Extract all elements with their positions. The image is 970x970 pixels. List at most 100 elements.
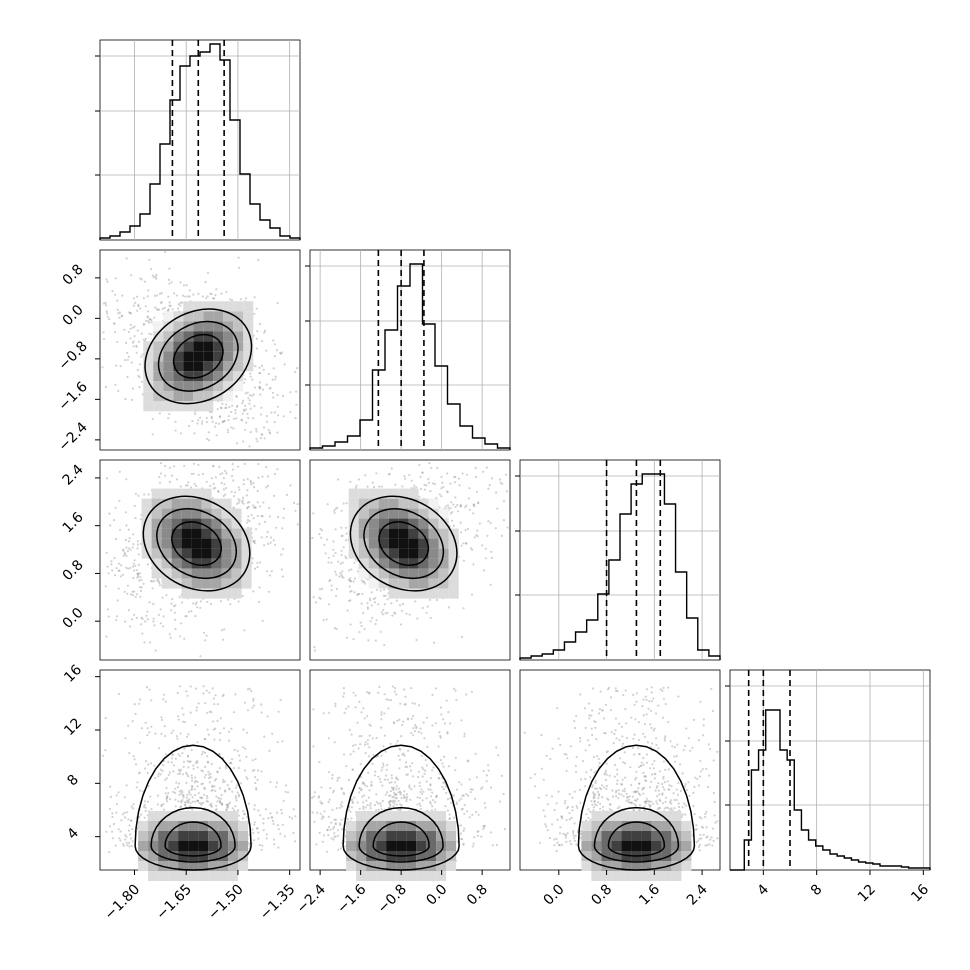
scatter-point bbox=[337, 848, 340, 851]
scatter-point bbox=[253, 386, 257, 389]
scatter-point bbox=[471, 548, 474, 551]
scatter-point bbox=[383, 588, 386, 591]
scatter-point bbox=[161, 307, 164, 310]
scatter-point bbox=[139, 307, 142, 310]
scatter-point bbox=[392, 788, 395, 792]
scatter-point bbox=[115, 615, 119, 618]
density-cell bbox=[376, 831, 387, 841]
density-cell bbox=[141, 508, 152, 519]
scatter-point bbox=[478, 522, 481, 525]
scatter-point bbox=[334, 507, 337, 510]
scatter-point bbox=[148, 731, 151, 734]
scatter-point bbox=[245, 494, 248, 497]
scatter-point bbox=[263, 544, 266, 547]
density-cell bbox=[416, 861, 427, 871]
scatter-point bbox=[243, 812, 246, 815]
scatter-point bbox=[192, 764, 195, 767]
density-cell bbox=[213, 341, 224, 352]
scatter-point bbox=[229, 298, 232, 301]
scatter-point bbox=[502, 519, 505, 522]
scatter-point bbox=[214, 425, 217, 428]
scatter-point bbox=[277, 828, 280, 831]
scatter-point bbox=[104, 749, 107, 752]
scatter-point bbox=[162, 698, 165, 701]
scatter-point bbox=[371, 737, 374, 740]
scatter-point bbox=[360, 788, 363, 791]
scatter-point bbox=[708, 774, 711, 777]
scatter-point bbox=[198, 801, 201, 805]
density-cell bbox=[188, 821, 199, 831]
density-cell bbox=[346, 861, 357, 871]
density-cell bbox=[243, 361, 254, 372]
scatter-point bbox=[648, 800, 651, 803]
scatter-point bbox=[429, 784, 432, 787]
scatter-point bbox=[232, 427, 235, 430]
scatter-point bbox=[156, 294, 159, 297]
scatter-point bbox=[462, 843, 465, 847]
scatter-point bbox=[188, 791, 191, 795]
scatter-point bbox=[204, 702, 207, 705]
scatter-point bbox=[400, 735, 403, 738]
scatter-point bbox=[260, 433, 263, 436]
scatter-point bbox=[239, 298, 242, 301]
scatter-point bbox=[146, 618, 149, 621]
scatter-point bbox=[238, 759, 242, 762]
density-cell bbox=[358, 548, 369, 559]
scatter-point bbox=[327, 771, 330, 774]
scatter-point bbox=[211, 420, 214, 423]
scatter-point bbox=[260, 711, 263, 714]
scatter-point bbox=[192, 462, 195, 465]
scatter-point bbox=[267, 817, 270, 820]
scatter-point bbox=[250, 483, 253, 486]
scatter-point bbox=[258, 372, 261, 375]
scatter-point bbox=[315, 843, 318, 846]
density-cell bbox=[191, 538, 202, 549]
density-cell bbox=[138, 841, 149, 851]
scatter-point bbox=[127, 818, 130, 821]
scatter-point bbox=[160, 292, 163, 295]
scatter-point bbox=[222, 477, 225, 480]
scatter-point bbox=[206, 755, 209, 758]
scatter-point bbox=[332, 548, 335, 551]
scatter-point bbox=[440, 487, 443, 490]
scatter-point bbox=[233, 809, 236, 812]
scatter-point bbox=[156, 803, 159, 806]
scatter-point bbox=[486, 534, 489, 538]
scatter-point bbox=[180, 622, 183, 625]
scatter-point bbox=[334, 818, 337, 821]
scatter-point bbox=[400, 609, 403, 613]
scatter-point bbox=[341, 561, 344, 564]
scatter-point bbox=[146, 316, 149, 319]
scatter-point bbox=[366, 785, 369, 788]
scatter-point bbox=[194, 412, 197, 415]
scatter-point bbox=[236, 404, 239, 407]
scatter-point bbox=[384, 793, 387, 796]
scatter-point bbox=[381, 613, 384, 616]
scatter-point bbox=[313, 791, 316, 794]
scatter-point bbox=[126, 592, 129, 595]
density-cell bbox=[378, 488, 389, 499]
scatter-point bbox=[206, 760, 209, 764]
scatter-point bbox=[431, 693, 434, 697]
scatter-point bbox=[215, 795, 218, 798]
scatter-point bbox=[250, 690, 253, 693]
scatter-point bbox=[158, 476, 161, 479]
density-cell bbox=[158, 841, 169, 851]
density-cell bbox=[223, 311, 234, 322]
scatter-point bbox=[222, 693, 225, 696]
scatter-point bbox=[353, 796, 356, 799]
density-cell bbox=[208, 821, 219, 831]
density-cell bbox=[396, 871, 407, 881]
scatter-point bbox=[274, 378, 277, 381]
density-cell bbox=[203, 341, 214, 352]
density-cell bbox=[143, 381, 154, 392]
density-cell bbox=[171, 518, 182, 529]
scatter-point bbox=[387, 806, 391, 809]
scatter-point bbox=[405, 612, 408, 615]
scatter-point bbox=[477, 830, 480, 833]
scatter-point bbox=[460, 531, 463, 534]
scatter-point bbox=[167, 760, 170, 764]
scatter-point bbox=[294, 815, 297, 818]
scatter-point bbox=[276, 468, 279, 471]
scatter-point bbox=[188, 295, 191, 298]
